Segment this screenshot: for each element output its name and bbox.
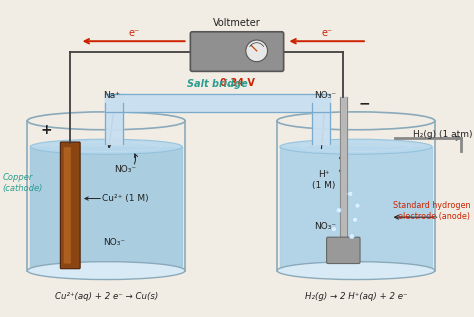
Text: NO₃⁻: NO₃⁻: [314, 222, 337, 231]
FancyBboxPatch shape: [327, 237, 360, 263]
Text: +: +: [40, 123, 52, 137]
Text: NO₃⁻: NO₃⁻: [114, 165, 137, 174]
Circle shape: [331, 227, 337, 232]
Circle shape: [349, 234, 355, 239]
Text: e⁻: e⁻: [128, 28, 139, 38]
Text: Na⁺: Na⁺: [103, 91, 120, 100]
Text: H₂(g) (1 atm): H₂(g) (1 atm): [413, 131, 473, 139]
Text: e⁻: e⁻: [321, 28, 332, 38]
Circle shape: [336, 208, 341, 213]
Text: Cu²⁺(aq) + 2 e⁻ → Cu(s): Cu²⁺(aq) + 2 e⁻ → Cu(s): [55, 292, 158, 301]
FancyBboxPatch shape: [64, 147, 71, 263]
Ellipse shape: [30, 139, 182, 154]
Text: Salt bridge: Salt bridge: [187, 79, 248, 89]
Text: H₂(g) → 2 H⁺(aq) + 2 e⁻: H₂(g) → 2 H⁺(aq) + 2 e⁻: [305, 292, 407, 301]
Ellipse shape: [280, 139, 432, 154]
Text: −: −: [359, 96, 370, 110]
Text: 0.34 V: 0.34 V: [219, 78, 255, 88]
Text: Copper
(cathode): Copper (cathode): [2, 173, 43, 193]
FancyBboxPatch shape: [60, 142, 80, 269]
Text: NO₃⁻: NO₃⁻: [103, 237, 125, 247]
Ellipse shape: [27, 262, 185, 280]
Circle shape: [246, 40, 267, 62]
Ellipse shape: [277, 262, 435, 280]
Text: Voltmeter: Voltmeter: [213, 18, 261, 28]
Circle shape: [355, 203, 360, 208]
Circle shape: [348, 191, 353, 197]
Text: Cu²⁺ (1 M): Cu²⁺ (1 M): [102, 194, 148, 203]
FancyBboxPatch shape: [191, 32, 283, 71]
Text: H⁺
(1 M): H⁺ (1 M): [312, 170, 335, 190]
Circle shape: [353, 217, 358, 222]
Text: Standard hydrogen
electrode (anode): Standard hydrogen electrode (anode): [392, 201, 470, 221]
Text: NO₃⁻: NO₃⁻: [314, 91, 336, 100]
